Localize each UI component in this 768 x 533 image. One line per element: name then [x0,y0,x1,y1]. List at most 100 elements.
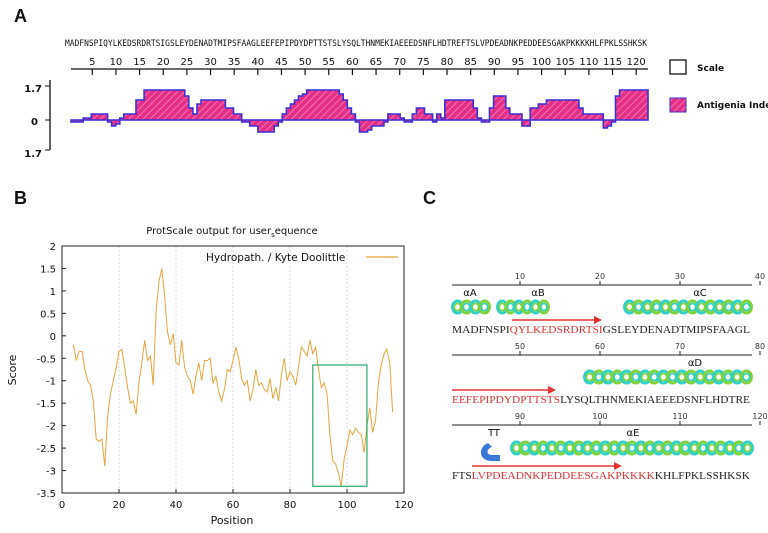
helix-coil-inner [681,443,690,453]
helix-coil-inner [668,372,677,382]
helix-coil-inner [625,302,634,312]
helix-coil [739,369,753,385]
y-tick-label: 1 [50,287,56,298]
helix-coil [666,369,680,385]
x-tick-label: 115 [603,57,622,68]
helix-alpha-c [623,299,753,315]
ruler-tick-label: 20 [595,272,605,281]
helix-coil [702,369,717,385]
protein-sequence: MADFNSPIQYLKEDSRDRTSIGSLEYDENADTMIPSFAAG… [65,39,648,49]
helix-coil [675,369,689,385]
helix-coil [623,299,636,315]
x-tick-label: 25 [181,57,194,68]
y-tick-label: -1 [46,377,56,388]
helix-coil [668,299,681,315]
helix-coil [518,440,532,456]
helix-coil [656,369,670,385]
ruler-tick-label: 70 [675,342,685,351]
structure-label: αE [627,428,640,439]
ruler-tick-label: 10 [515,272,525,281]
helix-coil-inner [628,443,636,453]
helix-coil [607,440,621,456]
y-tick-label: 0 [50,332,56,343]
helix-coil-inner [601,443,610,453]
helix-coil [529,299,542,315]
helix-coil-inner [742,302,751,312]
x-tick-label: 20 [113,500,126,511]
ruler-tick-label: 30 [675,272,685,281]
x-tick-label: 120 [394,500,413,511]
helix-coil-inner [705,372,714,382]
helix-coil [598,440,612,456]
helix-coil-inner [724,302,733,312]
helix-coil [643,440,657,456]
helix-coil [496,299,509,315]
helix-coil-inner [690,443,699,453]
helix-coil [634,440,648,456]
helix-coil [740,299,753,315]
x-tick-label: 80 [441,57,454,68]
x-tick-label: 15 [133,57,146,68]
helix-coil-inner [556,443,565,453]
helix-coil-inner [715,302,724,312]
y-tick-label: 1.5 [40,264,56,275]
helix-coil [632,299,645,315]
x-tick-label: 50 [299,57,312,68]
chart-title: ProtScale output for usersequence [146,226,317,239]
hydropathy-line [72,268,394,487]
helix-coil-inner [697,302,706,312]
turn-icon [480,443,500,461]
y-tick-label: -3 [46,467,56,478]
helix-coil [731,299,744,315]
helix-coil-inner [696,372,705,382]
helix-coil-inner [619,443,628,453]
helix-coil [619,369,634,385]
helix-coil [714,440,728,456]
helix-coil [510,440,523,456]
helix-coil-inner [687,372,696,382]
plot-frame [61,245,405,494]
x-tick-label: 40 [170,500,183,511]
helix-coil [686,299,699,315]
x-tick-label: 60 [227,500,240,511]
x-tick-label: 60 [346,57,359,68]
helix-coil [460,299,473,315]
helix-coil-inner [622,372,631,382]
y-tick-label: -2 [46,422,56,433]
helix-coil-inner [506,302,515,312]
x-tick-label: 120 [627,57,646,68]
helix-coil-inner [742,372,751,382]
helix-coil [721,369,735,385]
structure-label: αC [693,288,707,299]
helix-coil [712,369,726,385]
x-tick-label: 105 [556,57,575,68]
sequence-line: EEFEPIPDYDPTTSTS LYSQLTHNMEKIAEEEDSNFLHDT… [452,395,750,406]
helix-coil-inner [634,302,643,312]
x-tick-label: 100 [532,57,551,68]
helix-coil-inner [725,443,734,453]
helix-coil [693,369,707,385]
helix-coil-inner [708,443,716,453]
strand-arrowhead [614,462,622,470]
sequence-line: FTS LVPDEADNKPEDDEESGAKPKKKK KHLFPKLSSHKSK [452,471,750,482]
helix-coil [705,440,719,456]
strand-arrowhead [594,316,602,324]
x-tick-label: 85 [464,57,477,68]
helix-coil [536,440,550,456]
panel-a-letter: A [14,6,27,26]
helix-coil-inner [592,443,601,453]
helix-coil-inner [515,302,523,312]
helix-coil [527,440,541,456]
helix-coil [659,299,672,315]
ruler-tick-label: 120 [752,412,767,421]
helix-coil [696,440,710,456]
helix-coil [695,299,708,315]
x-tick-label: 20 [157,57,170,68]
structure-label: αB [531,288,545,299]
ruler-tick-label: 100 [592,412,607,421]
helix-coil-inner [659,372,668,382]
x-tick-label: 100 [337,500,356,511]
y-tick-label: 2 [50,242,56,253]
x-tick-label: 40 [251,57,264,68]
ruler-tick-label: 50 [515,342,525,351]
